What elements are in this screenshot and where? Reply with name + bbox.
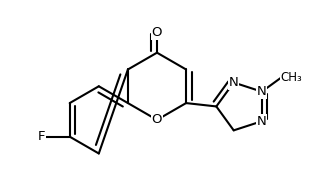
Text: O: O: [152, 113, 162, 126]
Text: F: F: [37, 130, 45, 143]
Text: N: N: [257, 115, 267, 128]
Text: N: N: [257, 85, 267, 98]
Text: N: N: [229, 76, 239, 89]
Text: CH₃: CH₃: [281, 71, 303, 84]
Text: O: O: [152, 26, 162, 39]
